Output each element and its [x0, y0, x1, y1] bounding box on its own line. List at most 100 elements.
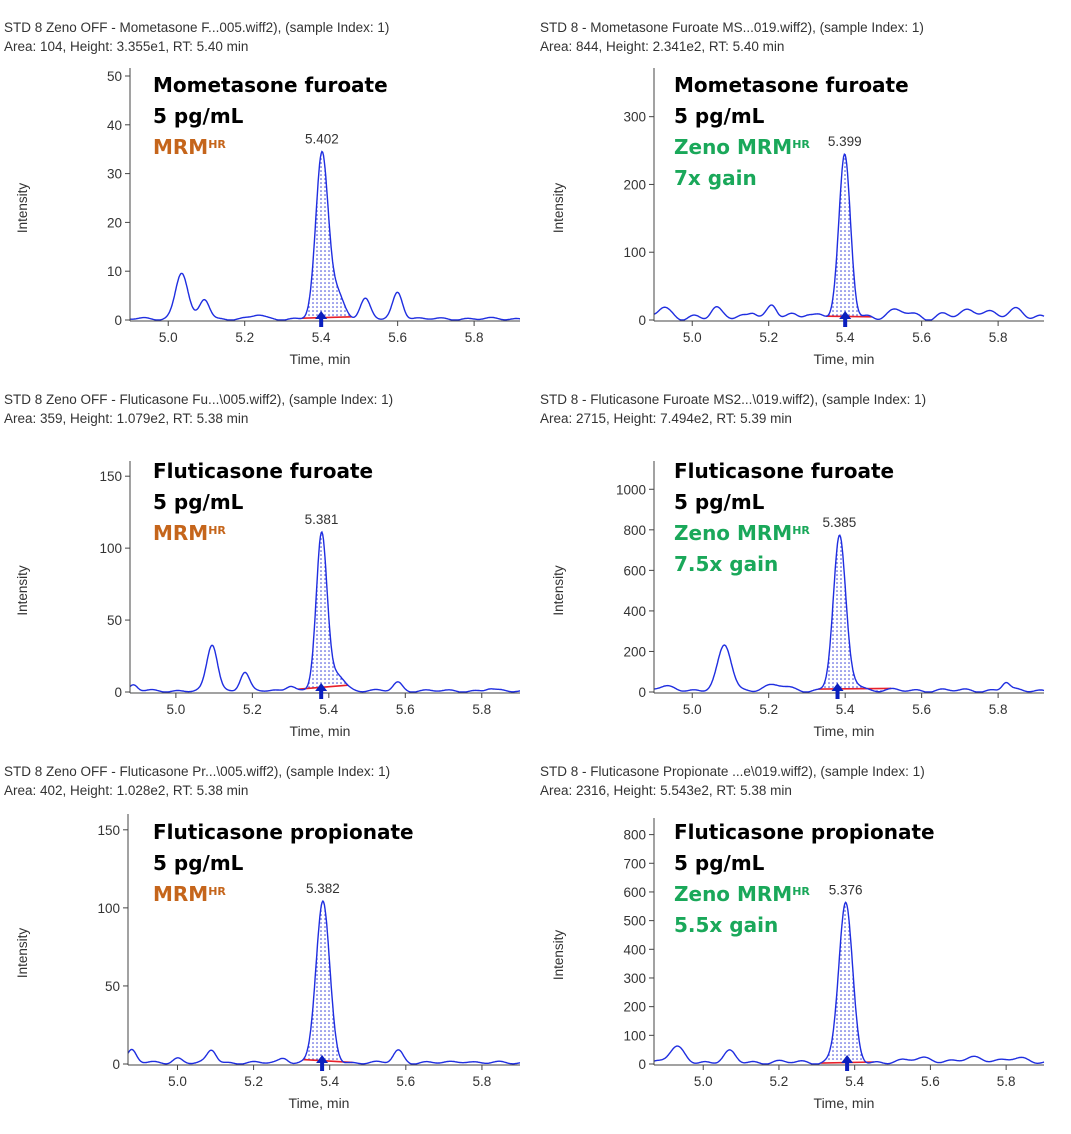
gain-label: 7x gain [674, 166, 757, 190]
mode-text: MRM [153, 882, 209, 906]
annotation-block: Fluticasone propionate 5 pg/mL MRMHR [153, 817, 414, 910]
x-axis-title: Time, min [290, 351, 351, 367]
x-tick-label: 5.0 [683, 702, 702, 717]
chromatogram-panel: STD 8 Zeno OFF - Fluticasone Fu...\005.w… [0, 390, 520, 762]
compound-label: Fluticasone furoate [153, 459, 374, 483]
y-tick-label: 50 [105, 979, 120, 994]
y-tick-label: 200 [623, 644, 646, 659]
gain-label: 5.5x gain [674, 913, 779, 937]
header-stats-line: Area: 2316, Height: 5.543e2, RT: 5.38 mi… [540, 783, 792, 798]
header-sample-line: STD 8 - Fluticasone Propionate ...e\019.… [540, 764, 925, 779]
y-axis-title: Intensity [551, 183, 566, 234]
chromatogram-trace [653, 901, 1045, 1065]
x-tick-label: 5.6 [912, 330, 931, 345]
x-tick-label: 5.6 [921, 1074, 940, 1089]
rt-marker-arrowhead [839, 311, 852, 319]
y-tick-label: 0 [638, 1057, 646, 1072]
y-tick-label: 0 [114, 685, 122, 700]
y-tick-label: 300 [623, 971, 646, 986]
y-tick-label: 50 [107, 69, 122, 84]
x-axis-title: Time, min [814, 723, 875, 739]
x-tick-label: 5.0 [159, 330, 178, 345]
mode-label: MRMHR [153, 879, 414, 910]
rt-marker-stem [845, 1062, 850, 1071]
x-tick-label: 5.6 [388, 330, 407, 345]
y-tick-label: 150 [97, 823, 120, 838]
mode-label: MRMHR [153, 518, 373, 549]
header-sample-line: STD 8 Zeno OFF - Fluticasone Pr...\005.w… [4, 764, 391, 779]
concentration-label: 5 pg/mL [153, 490, 244, 514]
y-tick-label: 150 [99, 469, 122, 484]
concentration-label: 5 pg/mL [674, 851, 765, 875]
integration-baseline [302, 316, 352, 320]
x-tick-label: 5.2 [759, 330, 778, 345]
mode-label: Zeno MRMHR [674, 132, 909, 163]
x-tick-label: 5.6 [396, 1074, 415, 1089]
y-tick-label: 500 [623, 914, 646, 929]
x-axis-title: Time, min [814, 351, 875, 367]
peak-label: 5.402 [305, 132, 339, 147]
compound-label: Fluticasone propionate [153, 820, 414, 844]
rt-marker-arrowhead [316, 1055, 329, 1063]
chromatogram-plot: 0 10 20 30 40 50 5.0 5.2 5.4 5.6 5.8 Time, min Inten… [15, 68, 520, 367]
peak-label: 5.399 [828, 134, 862, 149]
header-stats-line: Area: 844, Height: 2.341e2, RT: 5.40 min [540, 39, 785, 54]
rt-marker-stem [319, 318, 324, 327]
panel-header: STD 8 Zeno OFF - Fluticasone Fu...\005.w… [4, 390, 393, 428]
chromatogram-trace [129, 530, 520, 693]
header-sample-line: STD 8 Zeno OFF - Mometasone F...005.wiff… [4, 20, 390, 35]
mode-superscript: HR [792, 524, 810, 537]
panel-header: STD 8 Zeno OFF - Mometasone F...005.wiff… [4, 18, 389, 56]
y-axis-title: Intensity [551, 930, 566, 981]
header-stats-line: Area: 402, Height: 1.028e2, RT: 5.38 min [4, 783, 249, 798]
x-tick-label: 5.2 [235, 330, 254, 345]
x-tick-label: 5.0 [694, 1074, 713, 1089]
mode-superscript: HR [208, 885, 226, 898]
y-tick-label: 0 [638, 313, 646, 328]
concentration-label: 5 pg/mL [153, 851, 244, 875]
chromatogram-trace [654, 534, 1045, 693]
y-tick-label: 40 [107, 118, 122, 133]
integration-baseline [818, 687, 892, 690]
x-tick-label: 5.6 [396, 702, 415, 717]
x-tick-label: 5.8 [997, 1074, 1016, 1089]
y-tick-label: 600 [623, 885, 646, 900]
chromatogram-panel: STD 8 - Fluticasone Propionate ...e\019.… [536, 762, 1056, 1134]
chromatogram-trace [127, 899, 520, 1065]
y-axis-title: Intensity [15, 183, 30, 234]
annotation-block: Fluticasone furoate 5 pg/mL MRMHR [153, 456, 373, 549]
x-tick-label: 5.4 [836, 702, 855, 717]
y-tick-label: 0 [114, 313, 122, 328]
rt-marker-arrowhead [315, 683, 328, 691]
annotation-block: Fluticasone propionate 5 pg/mL Zeno MRMH… [674, 817, 935, 941]
concentration-label: 5 pg/mL [674, 104, 765, 128]
rt-marker-stem [319, 690, 324, 699]
panel-header: STD 8 Zeno OFF - Fluticasone Pr...\005.w… [4, 762, 390, 800]
chromatogram-plot: 0 200 400 600 800 1000 5.0 5.2 5.4 5.6 5.8 Time, mi… [551, 461, 1045, 739]
integrated-area [303, 901, 353, 1063]
integrated-area [818, 535, 892, 692]
integrated-area [826, 154, 872, 317]
x-tick-label: 5.8 [989, 330, 1008, 345]
x-tick-label: 5.0 [168, 1074, 187, 1089]
y-tick-label: 100 [623, 1028, 646, 1043]
peak-label: 5.381 [305, 512, 339, 527]
peak-label: 5.385 [823, 515, 857, 530]
x-tick-label: 5.8 [989, 702, 1008, 717]
chromatogram-trace [653, 153, 1045, 321]
chromatogram-plot: 0 100 200 300 5.0 5.2 5.4 5.6 5.8 Time, min Intens… [551, 68, 1045, 367]
gain-label: 7.5x gain [674, 552, 779, 576]
rt-marker-arrowhead [841, 1055, 854, 1063]
y-axis-title: Intensity [551, 565, 566, 616]
chromatogram-panel: STD 8 Zeno OFF - Fluticasone Pr...\005.w… [0, 762, 520, 1134]
annotation-block: Mometasone furoate 5 pg/mL Zeno MRMHR 7x… [674, 70, 909, 194]
compound-label: Mometasone furoate [674, 73, 909, 97]
rt-marker-stem [320, 1062, 325, 1071]
chromatogram-panel: STD 8 Zeno OFF - Mometasone F...005.wiff… [0, 18, 520, 390]
y-tick-label: 400 [623, 942, 646, 957]
mode-label: MRMHR [153, 132, 388, 163]
y-tick-label: 1000 [616, 482, 646, 497]
x-tick-label: 5.4 [319, 702, 338, 717]
annotation-block: Fluticasone furoate 5 pg/mL Zeno MRMHR 7… [674, 456, 894, 580]
chromatogram-panel: STD 8 - Mometasone Furoate MS...019.wiff… [536, 18, 1056, 390]
